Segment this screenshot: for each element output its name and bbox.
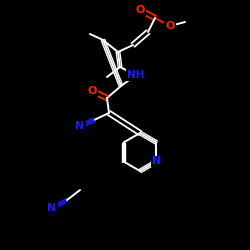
Text: O: O (135, 5, 145, 15)
Text: O: O (165, 21, 175, 31)
Text: O: O (87, 86, 97, 96)
Text: N: N (48, 203, 56, 213)
Text: N: N (152, 156, 161, 166)
Text: NH: NH (127, 70, 145, 80)
Text: N: N (76, 121, 84, 131)
